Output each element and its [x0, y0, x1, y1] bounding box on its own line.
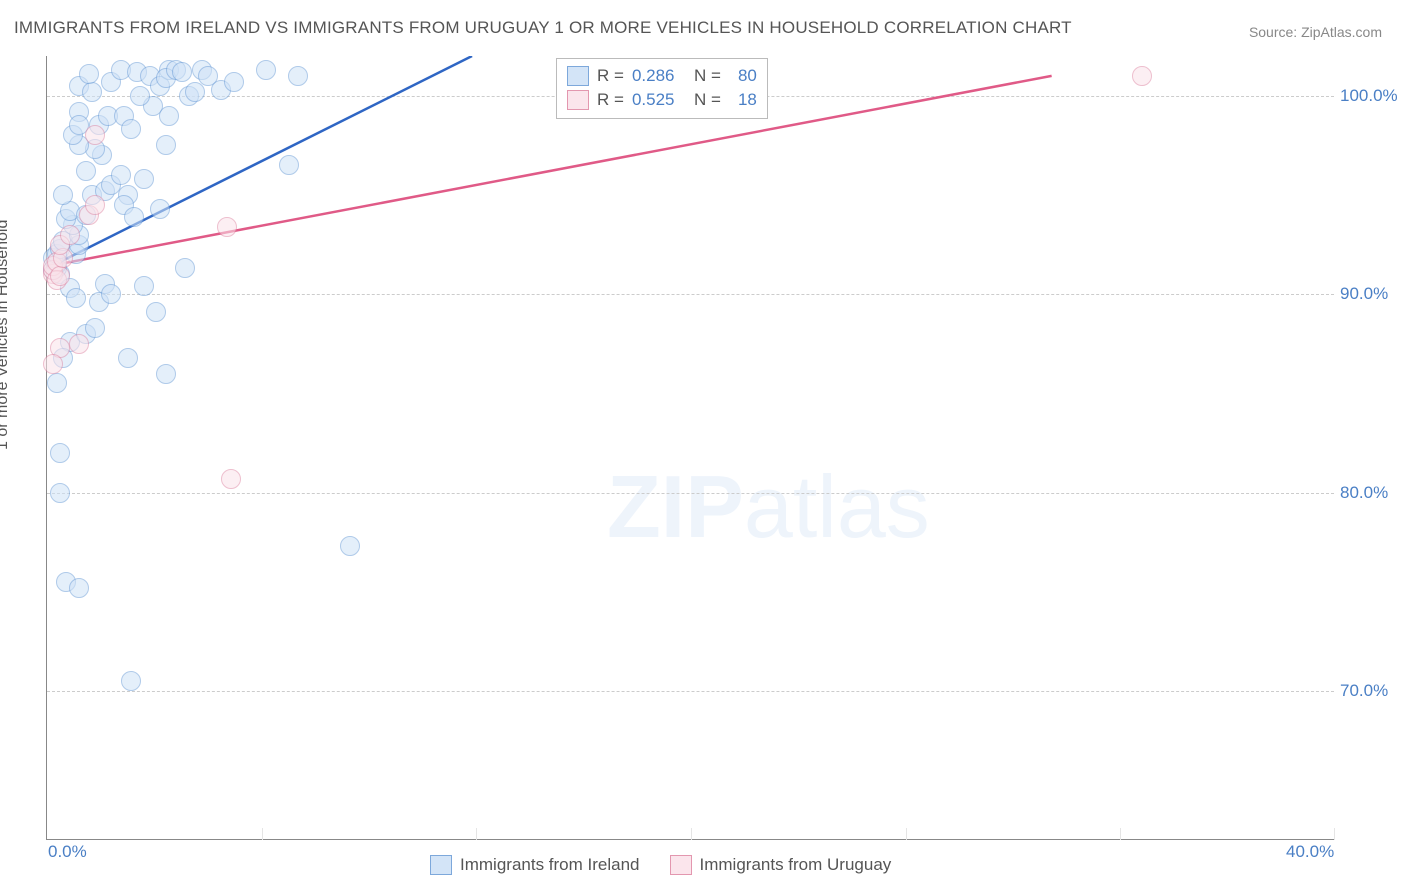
data-point-ireland [130, 86, 150, 106]
data-point-uruguay [1132, 66, 1152, 86]
data-point-ireland [118, 348, 138, 368]
data-point-ireland [124, 207, 144, 227]
data-point-ireland [156, 364, 176, 384]
swatch-uruguay-icon [670, 855, 692, 875]
legend-n-value-ireland: 80 [729, 66, 757, 86]
data-point-ireland [50, 483, 70, 503]
swatch-ireland-icon [430, 855, 452, 875]
legend-item-ireland: Immigrants from Ireland [430, 855, 640, 875]
data-point-ireland [279, 155, 299, 175]
trendline-uruguay [47, 76, 1052, 267]
data-point-uruguay [60, 225, 80, 245]
data-point-ireland [159, 106, 179, 126]
data-point-uruguay [43, 354, 63, 374]
y-tick-label: 90.0% [1340, 284, 1388, 304]
data-point-uruguay [69, 334, 89, 354]
data-point-ireland [121, 671, 141, 691]
trend-overlay [47, 56, 1335, 840]
legend-label-ireland: Immigrants from Ireland [460, 855, 640, 875]
data-point-ireland [172, 62, 192, 82]
legend-row-ireland: R = 0.286 N = 80 [567, 64, 757, 88]
data-point-ireland [53, 185, 73, 205]
data-point-ireland [150, 199, 170, 219]
series-legend: Immigrants from Ireland Immigrants from … [430, 855, 891, 875]
data-point-ireland [134, 169, 154, 189]
source-label: Source: ZipAtlas.com [1249, 24, 1382, 40]
data-point-uruguay [217, 217, 237, 237]
legend-row-uruguay: R = 0.525 N = 18 [567, 88, 757, 112]
legend-label-uruguay: Immigrants from Uruguay [700, 855, 892, 875]
chart-title: IMMIGRANTS FROM IRELAND VS IMMIGRANTS FR… [14, 18, 1072, 38]
y-axis-label: 1 or more Vehicles in Household [0, 220, 12, 450]
data-point-ireland [82, 82, 102, 102]
legend-r-label: R = [597, 66, 624, 86]
data-point-ireland [134, 276, 154, 296]
data-point-ireland [50, 443, 70, 463]
data-point-ireland [340, 536, 360, 556]
legend-n-label: N = [694, 66, 721, 86]
x-tick-label: 40.0% [1286, 842, 1334, 862]
data-point-ireland [76, 161, 96, 181]
data-point-ireland [111, 165, 131, 185]
data-point-ireland [224, 72, 244, 92]
data-point-ireland [66, 288, 86, 308]
y-tick-label: 70.0% [1340, 681, 1388, 701]
legend-r-label: R = [597, 90, 624, 110]
legend-n-value-uruguay: 18 [729, 90, 757, 110]
x-tick-label: 0.0% [48, 842, 87, 862]
swatch-ireland [567, 66, 589, 86]
plot-area: ZIPatlas [46, 56, 1334, 840]
legend-n-label: N = [694, 90, 721, 110]
data-point-ireland [256, 60, 276, 80]
correlation-legend: R = 0.286 N = 80 R = 0.525 N = 18 [556, 58, 768, 119]
data-point-ireland [288, 66, 308, 86]
y-tick-label: 80.0% [1340, 483, 1388, 503]
legend-item-uruguay: Immigrants from Uruguay [670, 855, 892, 875]
legend-r-value-uruguay: 0.525 [632, 90, 686, 110]
data-point-ireland [69, 578, 89, 598]
data-point-uruguay [221, 469, 241, 489]
data-point-ireland [79, 64, 99, 84]
legend-r-value-ireland: 0.286 [632, 66, 686, 86]
swatch-uruguay [567, 90, 589, 110]
y-tick-label: 100.0% [1340, 86, 1398, 106]
